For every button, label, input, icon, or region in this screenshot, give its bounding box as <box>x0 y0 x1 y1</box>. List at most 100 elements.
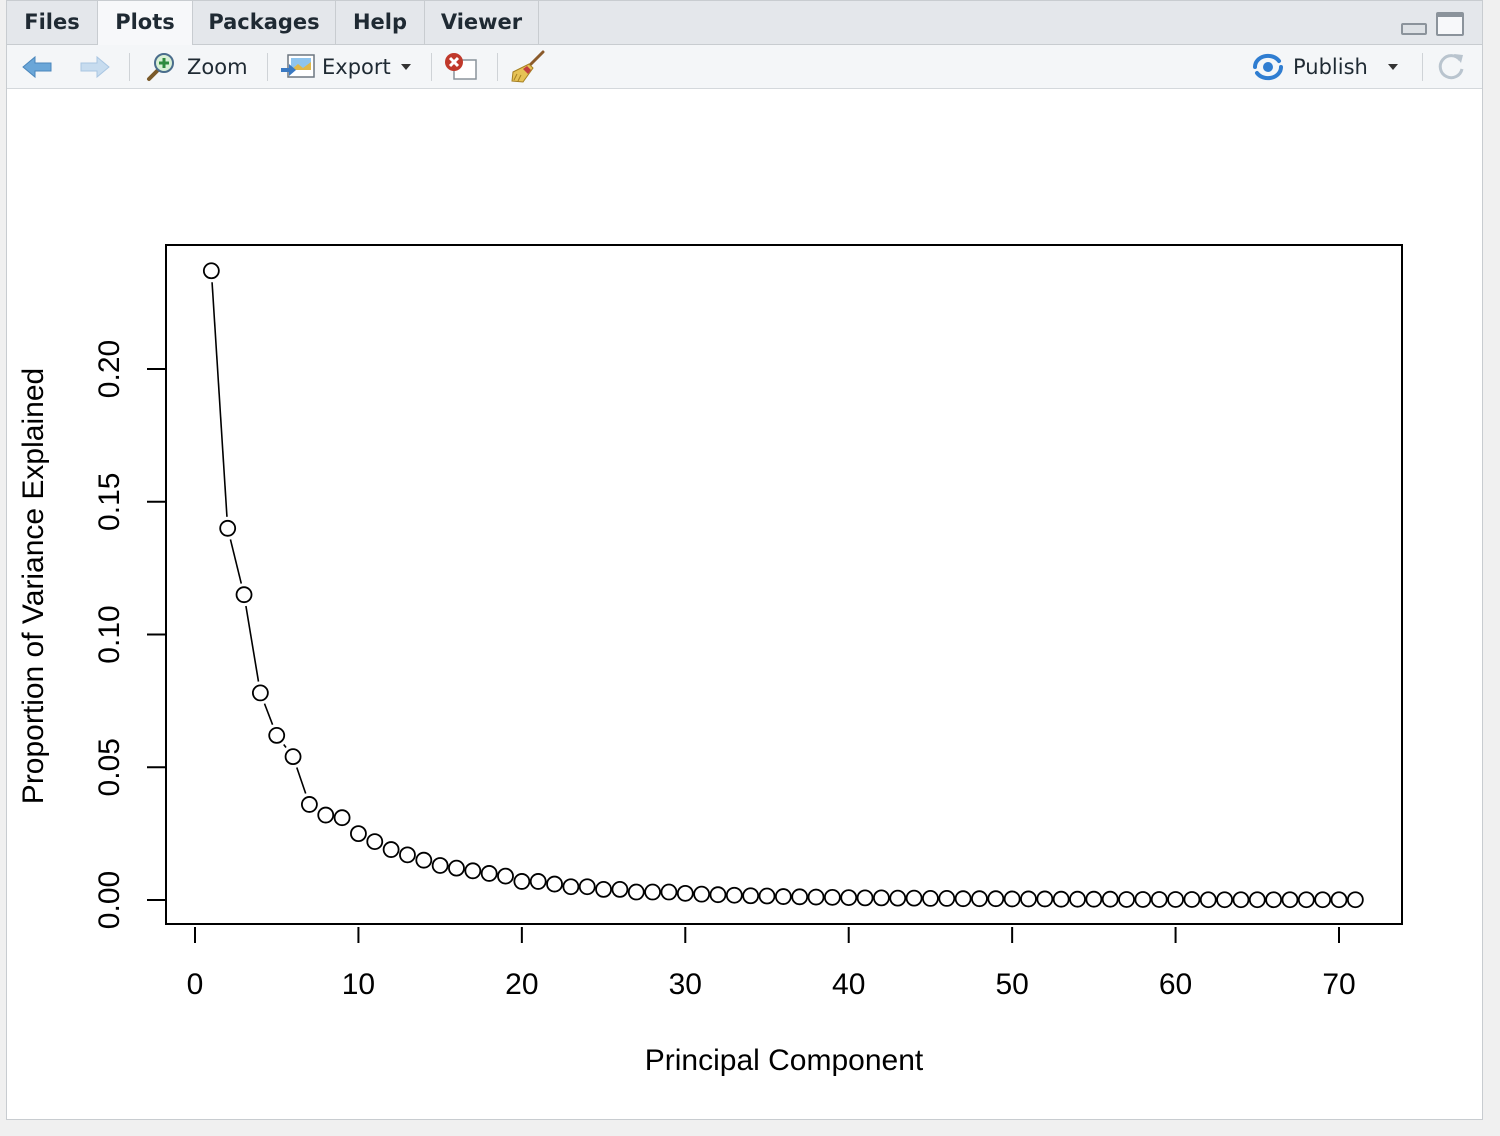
x-axis-label: Principal Component <box>645 1044 924 1077</box>
data-point <box>1150 891 1168 908</box>
data-point <box>464 862 482 880</box>
data-point <box>840 889 858 907</box>
x-tick-label: 0 <box>187 968 204 1001</box>
publish-icon <box>1252 53 1284 81</box>
x-axis: 0 10 20 30 40 50 60 70 <box>187 923 1356 1001</box>
variance-series <box>202 262 1364 909</box>
export-label: Export <box>322 55 391 79</box>
data-point <box>971 890 988 908</box>
toolbar-separator <box>267 53 268 81</box>
forward-arrow-icon <box>80 55 110 79</box>
zoom-label: Zoom <box>187 55 248 79</box>
data-point <box>366 833 384 850</box>
data-point <box>268 726 286 744</box>
data-point <box>676 884 694 902</box>
tab-packages[interactable]: Packages <box>193 1 336 45</box>
refresh-button[interactable] <box>1435 45 1467 89</box>
series-line-segment <box>263 703 274 725</box>
data-point <box>1101 890 1119 908</box>
data-point <box>1183 891 1201 908</box>
data-point <box>1281 891 1299 909</box>
data-point <box>1036 890 1054 908</box>
x-tick-label: 30 <box>669 968 702 1001</box>
data-point <box>938 890 956 907</box>
series-line-segment <box>283 744 287 749</box>
x-tick-label: 60 <box>1159 968 1192 1001</box>
data-point <box>431 857 449 874</box>
zoom-icon <box>147 53 174 81</box>
data-point <box>774 888 792 905</box>
broom-icon <box>511 50 545 83</box>
toolbar-separator <box>1422 53 1423 81</box>
series-line-segment <box>211 282 228 517</box>
data-point <box>889 889 907 907</box>
plot-frame <box>165 244 1403 925</box>
series-line-segment <box>245 605 260 682</box>
clear-plots-button[interactable] <box>509 45 545 89</box>
data-point <box>856 889 874 907</box>
data-point <box>1216 891 1233 909</box>
data-point <box>1052 890 1070 908</box>
plots-toolbar: Zoom Export <box>7 45 1482 89</box>
zoom-button[interactable]: Zoom <box>145 45 248 89</box>
forward-button[interactable] <box>79 45 115 89</box>
data-point <box>382 841 400 858</box>
data-point <box>595 880 612 898</box>
data-point <box>1199 891 1217 909</box>
tab-plots[interactable]: Plots <box>97 1 193 46</box>
data-point <box>758 887 776 905</box>
data-point <box>300 796 318 813</box>
y-tick-label: 0.05 <box>93 738 126 796</box>
data-point <box>905 889 923 907</box>
tab-viewer[interactable]: Viewer <box>425 1 539 45</box>
data-point <box>1020 890 1037 908</box>
data-point <box>1134 891 1152 908</box>
data-point <box>415 851 433 869</box>
x-tick-label: 50 <box>995 968 1028 1001</box>
back-button[interactable] <box>21 45 57 89</box>
data-point <box>1330 891 1348 909</box>
plots-pane: Files Plots Packages Help Viewer <box>6 0 1483 1120</box>
publish-button[interactable]: Publish <box>1251 45 1398 89</box>
y-tick-label: 0.10 <box>93 605 126 663</box>
data-point <box>644 883 661 901</box>
toolbar-separator <box>431 53 432 81</box>
data-point <box>562 878 580 896</box>
plot-viewer: 0 10 20 30 40 50 60 70 0.00 0.05 0.10 0.15 0.20 Pri… <box>7 89 1482 1119</box>
data-point <box>922 890 939 907</box>
maximize-pane-icon[interactable] <box>1436 12 1464 36</box>
data-point <box>1248 891 1266 909</box>
tab-help[interactable]: Help <box>336 1 425 45</box>
data-point <box>284 748 302 766</box>
data-point <box>611 880 629 898</box>
minimize-pane-icon[interactable] <box>1401 23 1427 35</box>
data-point <box>235 586 253 604</box>
data-point <box>497 867 514 885</box>
data-point <box>987 890 1005 908</box>
data-point <box>954 890 972 908</box>
y-tick-label: 0.00 <box>93 871 126 929</box>
remove-plot-button[interactable] <box>443 45 479 89</box>
x-tick-label: 20 <box>505 968 538 1001</box>
data-point <box>251 684 269 702</box>
data-point <box>1346 891 1364 909</box>
data-point <box>660 883 678 901</box>
y-tick-label: 0.15 <box>93 473 126 531</box>
data-point <box>529 873 547 890</box>
data-point <box>202 262 220 280</box>
data-point <box>791 888 809 906</box>
data-point <box>350 825 367 843</box>
data-point <box>513 873 531 890</box>
data-point <box>693 885 711 903</box>
export-icon <box>281 54 315 78</box>
tab-bar: Files Plots Packages Help Viewer <box>7 1 1482 46</box>
data-point <box>725 886 743 904</box>
export-button[interactable]: Export <box>280 45 411 89</box>
x-tick-label: 70 <box>1322 968 1355 1001</box>
y-axis: 0.00 0.05 0.10 0.15 0.20 <box>93 340 167 929</box>
export-dropdown-icon <box>400 64 411 70</box>
tab-files[interactable]: Files <box>7 1 98 45</box>
data-point <box>823 888 841 906</box>
data-point <box>219 519 237 537</box>
data-point <box>480 865 498 882</box>
